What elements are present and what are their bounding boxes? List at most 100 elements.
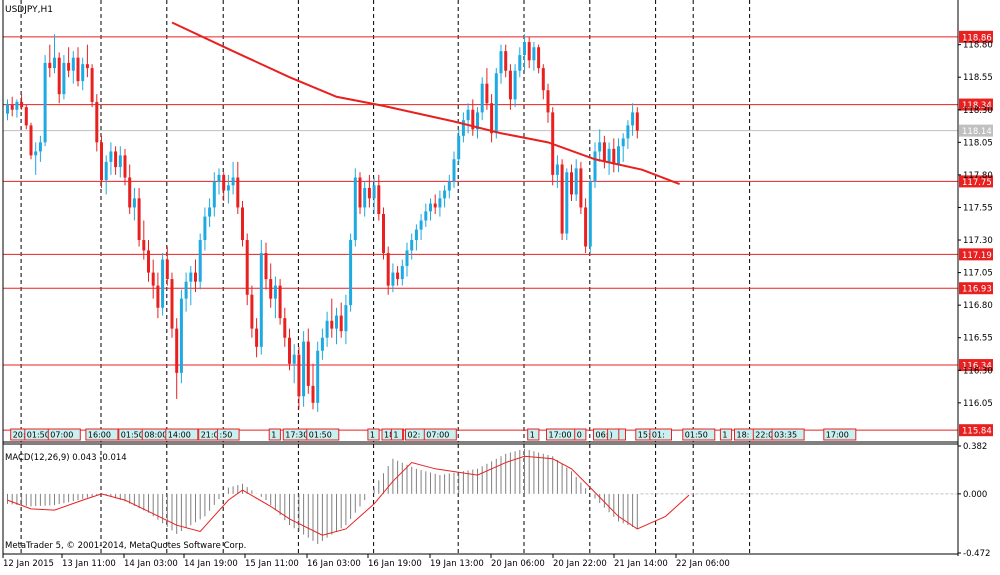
candle-body [236,177,240,208]
candle-body [250,294,254,329]
candle-body [419,220,423,230]
candle-body [466,109,470,121]
candle-body [555,164,559,175]
candle-body [584,207,588,247]
event-markers[interactable]: 20:001:50 07:00 16:00 01:50 08:00 14:00 21:00:… [10,428,857,441]
event-marker-label: 0 [577,431,582,440]
level-price-tag [959,30,993,43]
time-tick-label: 20 Jan 06:00 [491,559,545,569]
candle-body [170,279,174,329]
candle-body [631,112,635,126]
candle-body [128,177,132,208]
candles [6,34,639,412]
event-marker-label: 14:00 [168,431,191,440]
event-marker-label: 01:50 [685,431,708,440]
candle-body [297,354,301,397]
candle-body [588,181,592,247]
candle-body [424,211,428,221]
session-separators [20,0,751,442]
candle-body [241,207,244,241]
candle-body [306,341,310,386]
level-price-label: 118.86 [962,33,992,43]
candle-body [490,103,494,134]
event-marker [823,428,857,441]
candle-body [48,62,52,69]
price-tick-label: 116.55 [963,334,993,344]
candle-body [189,272,193,282]
candle-body [349,240,353,306]
candle-body [76,57,80,82]
candle-body [353,177,357,241]
candle-body [400,266,404,280]
candle-body [443,190,447,199]
price-pane[interactable]: 20:001:50 07:00 16:00 01:50 08:00 14:00 21:00:… [3,0,993,442]
candle-body [461,120,465,136]
candle-body [518,55,522,71]
candle-body [231,177,235,186]
candle-body [165,259,169,280]
candle-body [179,298,183,373]
event-marker [85,428,119,441]
candle-body [137,198,141,241]
candle-body [593,151,597,182]
candle-body [635,112,639,131]
chart-title: USDJPY,H1 [5,5,53,15]
event-marker-label: 01:50 [121,431,144,440]
candle-body [612,148,616,165]
candle-body [602,142,606,162]
event-marker [607,428,620,441]
candle-body [494,73,498,134]
macd-tick-label: 0.000 [963,490,987,500]
candle-body [391,272,395,286]
event-marker-label: 17:30 [285,431,308,440]
time-axis[interactable]: 12 Jan 2015 13 Jan 11:00 14 Jan 03:00 14 Ja… [2,554,730,569]
level-price-label: 115.84 [962,427,992,437]
candle-body [81,64,85,82]
candle-body [405,250,409,267]
candle-body [471,109,475,130]
event-marker [423,428,457,441]
event-marker-label: 06:30 [596,431,619,440]
candle-body [226,185,230,191]
candle-body [222,174,226,191]
time-tick-label: 16 Jan 03:00 [307,559,361,569]
candle-body [43,62,47,143]
time-tick-label: 20 Jan 22:00 [553,559,607,569]
event-marker [682,428,716,441]
candle-body [175,328,179,373]
event-marker-label: 1 [530,431,535,440]
time-tick-label: 21 Jan 14:00 [614,559,668,569]
current-price-tag [959,124,993,137]
time-tick-label: 15 Jan 11:00 [245,559,299,569]
candle-body [104,161,108,181]
price-tick-label: 118.05 [963,138,993,148]
candle-body [607,148,611,162]
candle-body [311,385,315,403]
candle-body [194,272,197,282]
event-marker-label: 18: [384,431,397,440]
candle-body [626,125,630,139]
candle-body [255,328,259,347]
event-marker-label: 08:00 [144,431,167,440]
candle-body [335,315,338,329]
event-marker-label: 1 [370,431,375,440]
candle-body [161,259,165,308]
candle-body [114,151,118,168]
event-marker-label: 18: [737,431,750,440]
event-marker [268,428,281,441]
indicator-title: MACD(12,26,9) 0.043 -0.014 [5,453,127,463]
macd-pane[interactable]: 0.382 0.000 -0.472 MACD(12,26,9) 0.043 -0.… [5,442,990,559]
moving-average [171,21,680,185]
candle-body [574,168,578,195]
candle-body [264,253,268,280]
event-marker [217,428,240,441]
price-tick-label: 118.80 [963,41,993,51]
time-tick-label: 19 Jan 13:00 [430,559,484,569]
candle-body [316,350,320,403]
candle-body [621,138,625,147]
event-marker-label: 17:00 [549,431,572,440]
copyright-text: MetaTrader 5, © 2001-2014, MetaQuotes So… [5,541,246,551]
event-marker [165,428,199,441]
